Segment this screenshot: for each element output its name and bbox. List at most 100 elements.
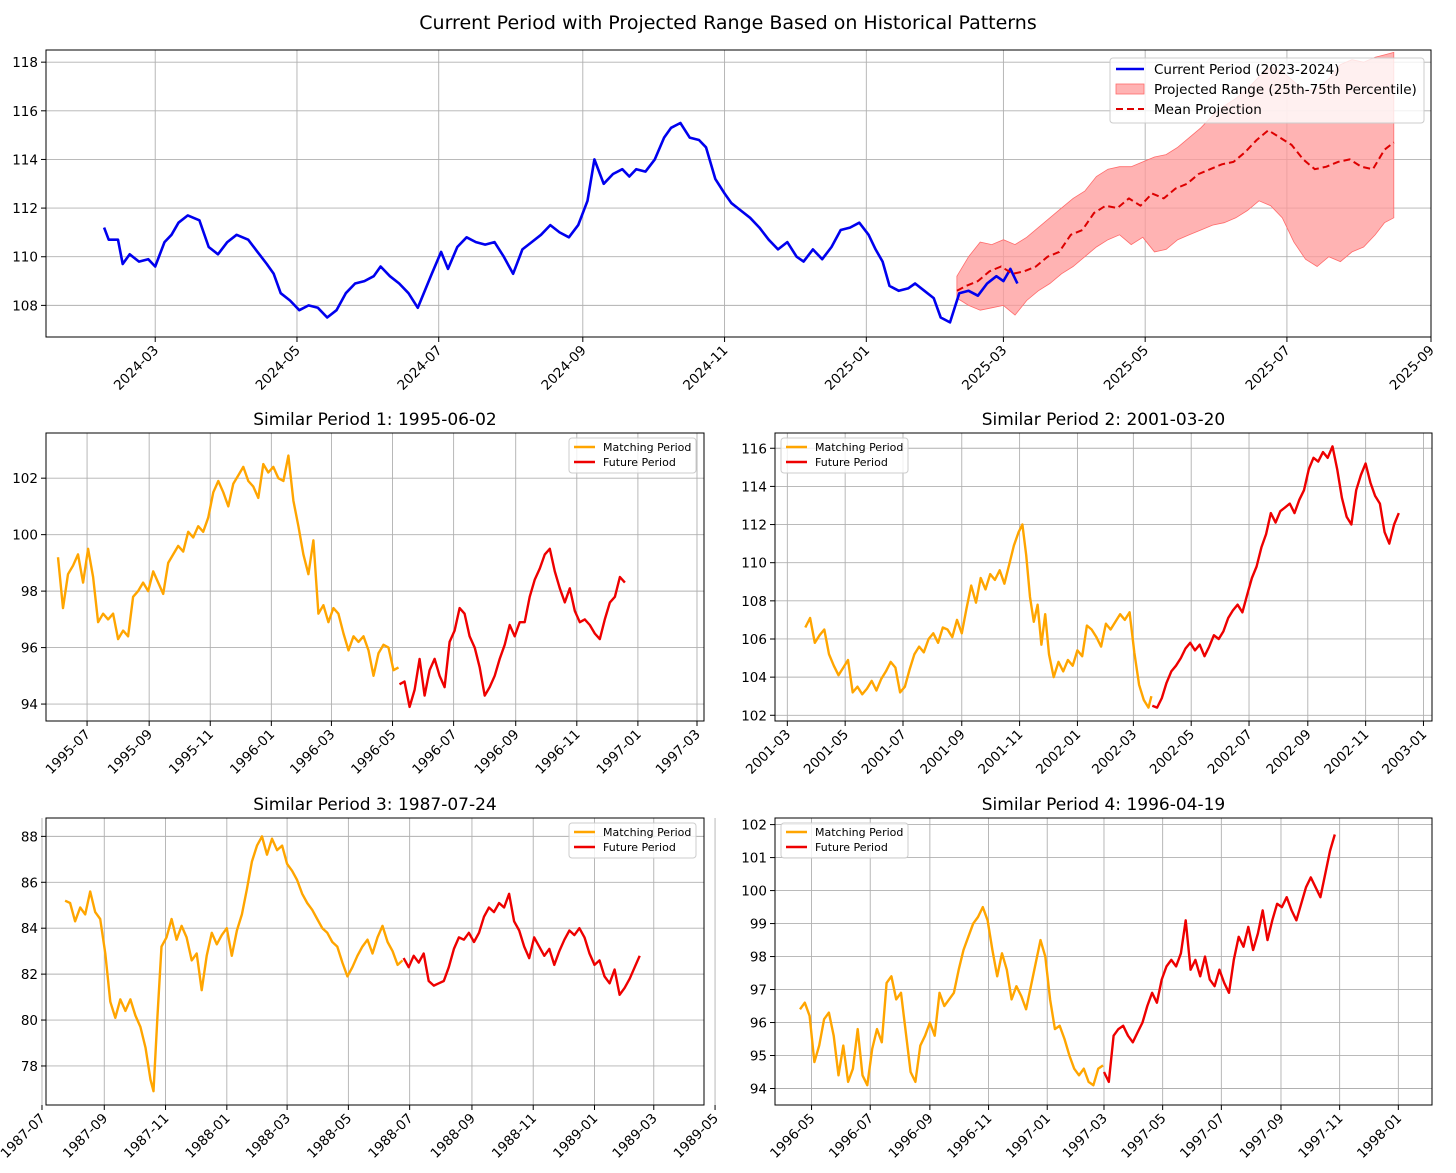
x-tick-label: 2024-11 (680, 343, 731, 394)
x-tick-label: 1988-03 (243, 1111, 294, 1162)
y-tick-label: 114 (12, 152, 38, 168)
x-tick-label: 2003-01 (1379, 727, 1430, 778)
x-tick-label: 2002-07 (1205, 727, 1256, 778)
legend-box (780, 822, 909, 859)
legend-label: Matching Period (815, 441, 903, 454)
x-tick-label: 1996-07 (409, 727, 460, 778)
gridlines (46, 433, 704, 721)
x-tick-label: 1996-03 (287, 727, 338, 778)
chart-main-current-period: 108 110 112 114 116 118 2024-03 2024-05 2024-07 2… (12, 49, 1438, 394)
x-tick-label: 1997-07 (1177, 1111, 1228, 1162)
series-line-current-period-2023-2024 (102, 121, 1019, 324)
y-tick-label: 102 (741, 708, 767, 724)
legend-box (568, 822, 697, 859)
y-tick-label: 112 (741, 518, 767, 534)
x-tick-label: 1996-11 (944, 1111, 995, 1162)
legend-box (780, 437, 909, 474)
series-line-future-period (402, 892, 641, 996)
x-tick-label: 1988-11 (489, 1111, 540, 1162)
y-tick-label: 82 (21, 967, 38, 983)
figure-title: Current Period with Projected Range Base… (419, 12, 1036, 34)
x-tick-label: 1996-09 (471, 727, 522, 778)
legend-label: Future Period (815, 456, 888, 469)
x-tick-label: 1988-07 (365, 1111, 416, 1162)
y-tick-label: 78 (21, 1059, 38, 1075)
x-tick-label: 1997-11 (1295, 1111, 1346, 1162)
y-tick-label: 99 (750, 917, 767, 933)
y-tick-label: 118 (12, 55, 38, 71)
x-tick-label: 2025-05 (1101, 343, 1152, 394)
subplot-title: Similar Period 4: 1996-04-19 (982, 795, 1226, 815)
plot-area (804, 445, 1400, 709)
chart-similar-period-1: Similar Period 1: 1995-06-02 94 96 98 100 102… (12, 410, 705, 778)
legend-label: Mean Projection (1154, 102, 1262, 118)
x-tick-label: 1996-11 (532, 727, 583, 778)
x-tick-label: 2024-03 (111, 343, 162, 394)
y-tick-label: 86 (21, 875, 38, 891)
x-tick-label: 1996-05 (767, 1111, 818, 1162)
y-tick-label: 88 (21, 829, 38, 845)
subplot-title: Similar Period 3: 1987-07-24 (253, 795, 497, 815)
gridlines (775, 818, 1432, 1105)
y-tick-label: 108 (741, 594, 767, 610)
x-tick-label: 1989-01 (550, 1111, 601, 1162)
y-tick-label: 98 (21, 584, 38, 600)
legend-label: Future Period (603, 841, 676, 854)
y-tick-label: 102 (12, 471, 38, 487)
y-tick-label: 116 (741, 441, 767, 457)
chart-similar-period-4: Similar Period 4: 1996-04-19 94 95 96 97 98 99… (741, 795, 1433, 1162)
y-tick-label: 101 (741, 851, 767, 867)
x-tick-label: 2024-05 (253, 343, 304, 394)
y-tick-label: 116 (12, 104, 38, 120)
plot-area (56, 454, 626, 709)
axes-frame (774, 817, 1433, 1106)
x-tick-label: 2024-07 (394, 343, 445, 394)
subplot-title: Similar Period 2: 2001-03-20 (982, 410, 1226, 430)
x-tick-label: 1987-11 (121, 1111, 172, 1162)
axes-frame (774, 432, 1433, 722)
y-tick-label: 97 (750, 983, 767, 999)
x-tick-label: 2002-05 (1147, 727, 1198, 778)
x-tick-label: 1998-01 (1354, 1111, 1405, 1162)
x-tick-label: 2001-05 (801, 727, 852, 778)
y-tick-label: 84 (21, 921, 38, 937)
y-tick-label: 104 (741, 670, 767, 686)
axes-frame (45, 49, 1432, 338)
y-tick-label: 102 (741, 818, 767, 834)
legend: Matching Period Future Period (780, 822, 909, 859)
x-tick-label: 1997-09 (1237, 1111, 1288, 1162)
x-tick-label: 1996-01 (227, 727, 278, 778)
legend: Current Period (2023-2024) Projected Rang… (1109, 57, 1425, 124)
x-tick-label: 1989-05 (671, 1111, 722, 1162)
x-tick-label: 2002-09 (1263, 727, 1314, 778)
x-tick-label: 1987-07 (0, 1111, 49, 1162)
y-tick-label: 110 (12, 250, 38, 266)
series-line-matching-period (64, 835, 404, 1093)
series-line-matching-period (56, 454, 400, 677)
x-tick-label: 2001-09 (917, 727, 968, 778)
y-tick-label: 80 (21, 1013, 38, 1029)
y-tick-label: 94 (750, 1082, 767, 1098)
legend-box (1109, 57, 1425, 124)
x-tick-label: 1997-01 (1003, 1111, 1054, 1162)
legend-label: Projected Range (25th-75th Percentile) (1154, 82, 1417, 98)
legend-label: Future Period (815, 841, 888, 854)
x-tick-label: 1997-03 (1060, 1111, 1111, 1162)
y-tick-label: 108 (12, 298, 38, 314)
x-tick-label: 2025-03 (959, 343, 1010, 394)
x-tick-label: 1997-03 (653, 727, 704, 778)
legend-swatch-projected-range (1115, 83, 1145, 95)
x-tick-label: 2025-07 (1243, 343, 1294, 394)
x-tick-label: 2001-07 (859, 727, 910, 778)
series-line-matching-period (804, 523, 1153, 709)
plot-area (64, 835, 641, 1093)
y-tick-label: 96 (750, 1016, 767, 1032)
axes-frame (45, 432, 705, 722)
x-tick-label: 2002-11 (1321, 727, 1372, 778)
y-tick-label: 94 (21, 697, 38, 713)
legend: Matching Period Future Period (780, 437, 909, 474)
x-tick-label: 2001-03 (743, 727, 794, 778)
x-tick-label: 2025-09 (1387, 343, 1438, 394)
y-tick-label: 100 (12, 528, 38, 544)
